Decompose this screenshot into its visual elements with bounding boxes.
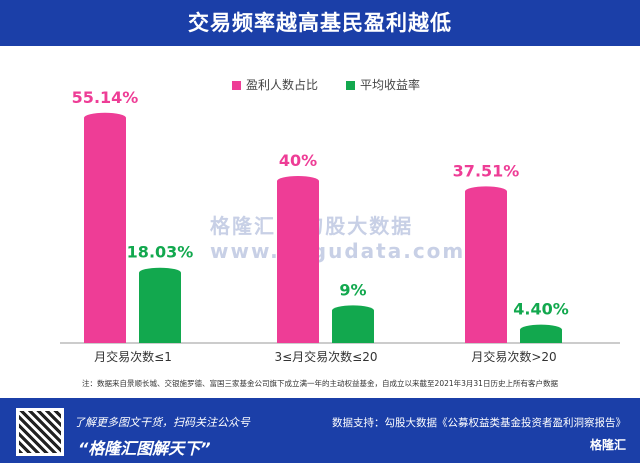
data-label: 4.40% [513,300,569,319]
legend-swatch [346,81,356,90]
qr-code [16,408,64,456]
slogan: “格隆汇图解天下” [78,439,211,458]
bar [277,175,319,343]
data-label: 18.03% [127,243,194,262]
data-label: 40% [279,151,317,170]
legend: 盈利人数占比 平均收益率 [232,76,420,93]
logo: 格隆汇 [589,438,626,452]
legend-item-avg-return: 平均收益率 [346,76,420,93]
bar [465,186,507,343]
bar [332,305,374,343]
data-label: 37.51% [453,161,520,180]
x-tick-label: 月交易次数>20 [471,349,556,364]
footer: 了解更多图文干货，扫码关注公众号 “格隆汇图解天下” 数据支持：勾股大数据《公募… [0,398,640,463]
bar-chart: 月交易次数≤1 55.14% 18.03% 3≤月交易次数≤20 40% 9% 月交易次数>… [60,88,620,364]
data-label: 55.14% [72,88,139,107]
footnote: 注：数据来自景顺长城、交银施罗德、富国三家基金公司旗下成立满一年的主动权益基金，… [82,379,558,388]
x-tick-label: 3≤月交易次数≤20 [274,349,377,364]
bar [520,324,562,343]
bar [84,112,126,343]
data-label: 9% [339,280,366,299]
legend-item-profit-share: 盈利人数占比 [232,76,318,93]
bar [139,267,181,343]
data-source: 数据支持：勾股大数据《公募权益类基金投资者盈利洞察报告》 [332,417,626,429]
legend-swatch [232,81,241,90]
x-tick-label: 月交易次数≤1 [94,349,172,364]
follow-text: 了解更多图文干货，扫码关注公众号 [74,416,250,429]
title-bar: 交易频率越高基民盈利越低 [0,0,640,46]
